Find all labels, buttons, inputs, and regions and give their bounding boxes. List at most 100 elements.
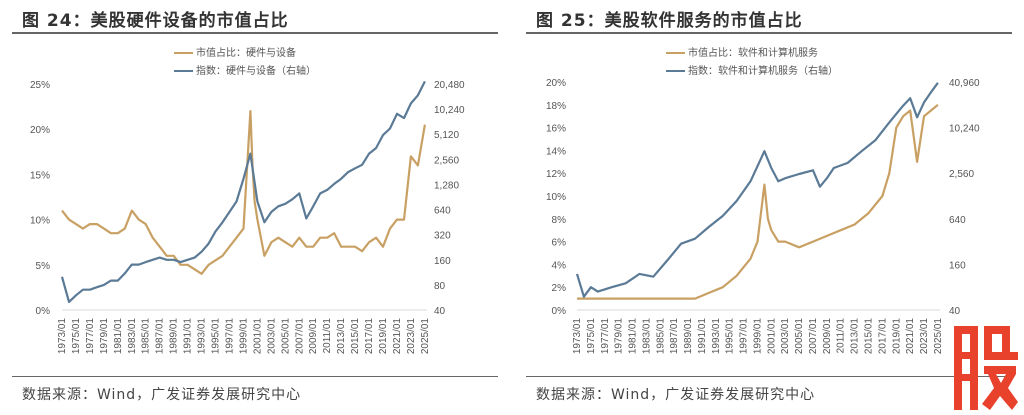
chart-24: 0% 5% 10% 15% 20% 25% 40 80 160 320 640 1,280 2,560 5… — [30, 46, 465, 354]
x-tick-label: 1983/01 — [641, 318, 652, 355]
x-tick-label: 2007/01 — [808, 318, 819, 355]
x-tick-label: 2021/01 — [905, 318, 916, 355]
x-tick-label: 1989/01 — [683, 318, 694, 355]
x-tick-label: 2003/01 — [780, 318, 791, 355]
x-tick-label: 2009/01 — [822, 318, 833, 355]
chart-25: 0% 2% 4% 6% 8% 10% 12% 14% 16% 18% 20% 40 160 640 2,56… — [546, 46, 980, 354]
x-tick-label: 2013/01 — [336, 318, 347, 355]
share-series-line — [61, 110, 426, 275]
y-left-tick-label: 20% — [30, 125, 50, 136]
y-right-tick-label: 40,960 — [949, 78, 980, 89]
x-tick-label: 1997/01 — [224, 318, 235, 355]
x-tick-label: 2005/01 — [280, 318, 291, 355]
x-tick-label: 2017/01 — [364, 318, 375, 355]
y-right-tick-label: 160 — [434, 256, 451, 267]
x-tick-label: 1987/01 — [155, 318, 166, 355]
y-left-tick-label: 4% — [552, 260, 567, 271]
stock-logo — [954, 326, 1018, 410]
x-tick-label: 1983/01 — [127, 318, 138, 355]
source-divider — [526, 376, 1012, 377]
y-left-tick-label: 10% — [30, 216, 50, 227]
x-tick-label: 1975/01 — [71, 318, 82, 355]
stock-logo-glyph — [954, 326, 1018, 410]
x-tick-label: 1989/01 — [169, 318, 180, 355]
x-tick-label: 1973/01 — [57, 318, 68, 355]
y-right-tick-label: 640 — [434, 206, 451, 217]
y-right-tick-label: 10,240 — [434, 105, 465, 116]
figure-24-title: 图 24：美股硬件设备的市值占比 — [22, 11, 289, 31]
y-right-tick-label: 1,280 — [434, 180, 459, 191]
x-tick-label: 1979/01 — [99, 318, 110, 355]
x-tick-label: 2021/01 — [392, 318, 403, 355]
legend-label: 指数：软件和计算机服务（右轴） — [688, 64, 838, 77]
x-tick-label: 2019/01 — [378, 318, 389, 355]
y-right-tick-label: 640 — [949, 215, 966, 226]
share-series-line — [577, 103, 939, 300]
y-left-tick-label: 0% — [552, 306, 567, 317]
source-divider — [12, 376, 498, 377]
x-tick-label: 2025/01 — [933, 318, 944, 355]
x-tick-label: 1987/01 — [669, 318, 680, 355]
y-left-tick-label: 14% — [546, 146, 566, 157]
figure-24-source: 数据来源：Wind，广发证券发展研究中心 — [22, 387, 302, 403]
x-tick-label: 1981/01 — [113, 318, 124, 355]
index-series-line — [575, 82, 939, 298]
y-right-tick-label: 80 — [434, 281, 446, 292]
legend-label: 市值占比：软件和计算机服务 — [688, 46, 818, 59]
x-tick-label: 2007/01 — [294, 318, 305, 355]
y-right-tick-label: 2,560 — [434, 155, 459, 166]
x-tick-label: 2011/01 — [836, 318, 847, 354]
x-tick-label: 1975/01 — [586, 318, 597, 355]
y-left-tick-label: 18% — [546, 101, 566, 112]
x-tick-label: 1993/01 — [711, 318, 722, 355]
x-tick-label: 2023/01 — [919, 318, 930, 355]
y-right-tick-label: 20,480 — [434, 80, 465, 91]
x-tick-label: 2003/01 — [266, 318, 277, 355]
x-tick-label: 2015/01 — [864, 318, 875, 355]
x-tick-label: 2019/01 — [891, 318, 902, 355]
y-left-tick-label: 5% — [36, 261, 51, 272]
x-tick-label: 1977/01 — [600, 318, 611, 355]
y-left-tick-label: 20% — [546, 78, 566, 89]
x-tick-label: 1993/01 — [197, 318, 208, 355]
figure-25-title: 图 25：美股软件服务的市值占比 — [536, 11, 803, 31]
index-series-line — [60, 80, 426, 303]
title-divider — [12, 32, 498, 34]
title-divider — [526, 32, 1012, 34]
y-left-tick-label: 10% — [546, 192, 566, 203]
y-left-tick-label: 8% — [552, 215, 567, 226]
y-left-tick-label: 6% — [552, 238, 567, 249]
x-tick-label: 2001/01 — [766, 318, 777, 355]
y-left-tick-label: 16% — [546, 124, 566, 135]
x-tick-label: 1999/01 — [752, 318, 763, 355]
x-tick-label: 1977/01 — [85, 318, 96, 355]
x-tick-label: 2001/01 — [252, 318, 263, 355]
x-tick-label: 1973/01 — [572, 318, 583, 355]
x-tick-label: 1997/01 — [739, 318, 750, 355]
x-tick-label: 1999/01 — [238, 318, 249, 355]
x-tick-label: 1985/01 — [141, 318, 152, 355]
x-tick-label: 2011/01 — [322, 318, 333, 354]
x-tick-label: 1995/01 — [725, 318, 736, 355]
x-tick-label: 2013/01 — [850, 318, 861, 355]
x-tick-label: 2025/01 — [420, 318, 431, 355]
y-right-tick-label: 160 — [949, 260, 966, 271]
y-right-tick-label: 40 — [949, 306, 961, 317]
x-tick-label: 2023/01 — [406, 318, 417, 355]
x-tick-label: 1981/01 — [628, 318, 639, 355]
x-tick-label: 1979/01 — [614, 318, 625, 355]
y-left-tick-label: 2% — [552, 283, 567, 294]
y-right-tick-label: 40 — [434, 306, 446, 317]
legend-label: 指数：硬件与设备（右轴） — [196, 64, 316, 77]
figure-25-source: 数据来源：Wind，广发证券发展研究中心 — [536, 387, 816, 403]
y-left-tick-label: 0% — [36, 306, 51, 317]
x-tick-label: 2009/01 — [308, 318, 319, 355]
y-left-tick-label: 15% — [30, 170, 50, 181]
x-tick-label: 2015/01 — [350, 318, 361, 355]
y-right-tick-label: 10,240 — [949, 124, 980, 135]
x-tick-label: 1991/01 — [697, 318, 708, 355]
x-tick-label: 1995/01 — [211, 318, 222, 355]
y-right-tick-label: 320 — [434, 231, 451, 242]
